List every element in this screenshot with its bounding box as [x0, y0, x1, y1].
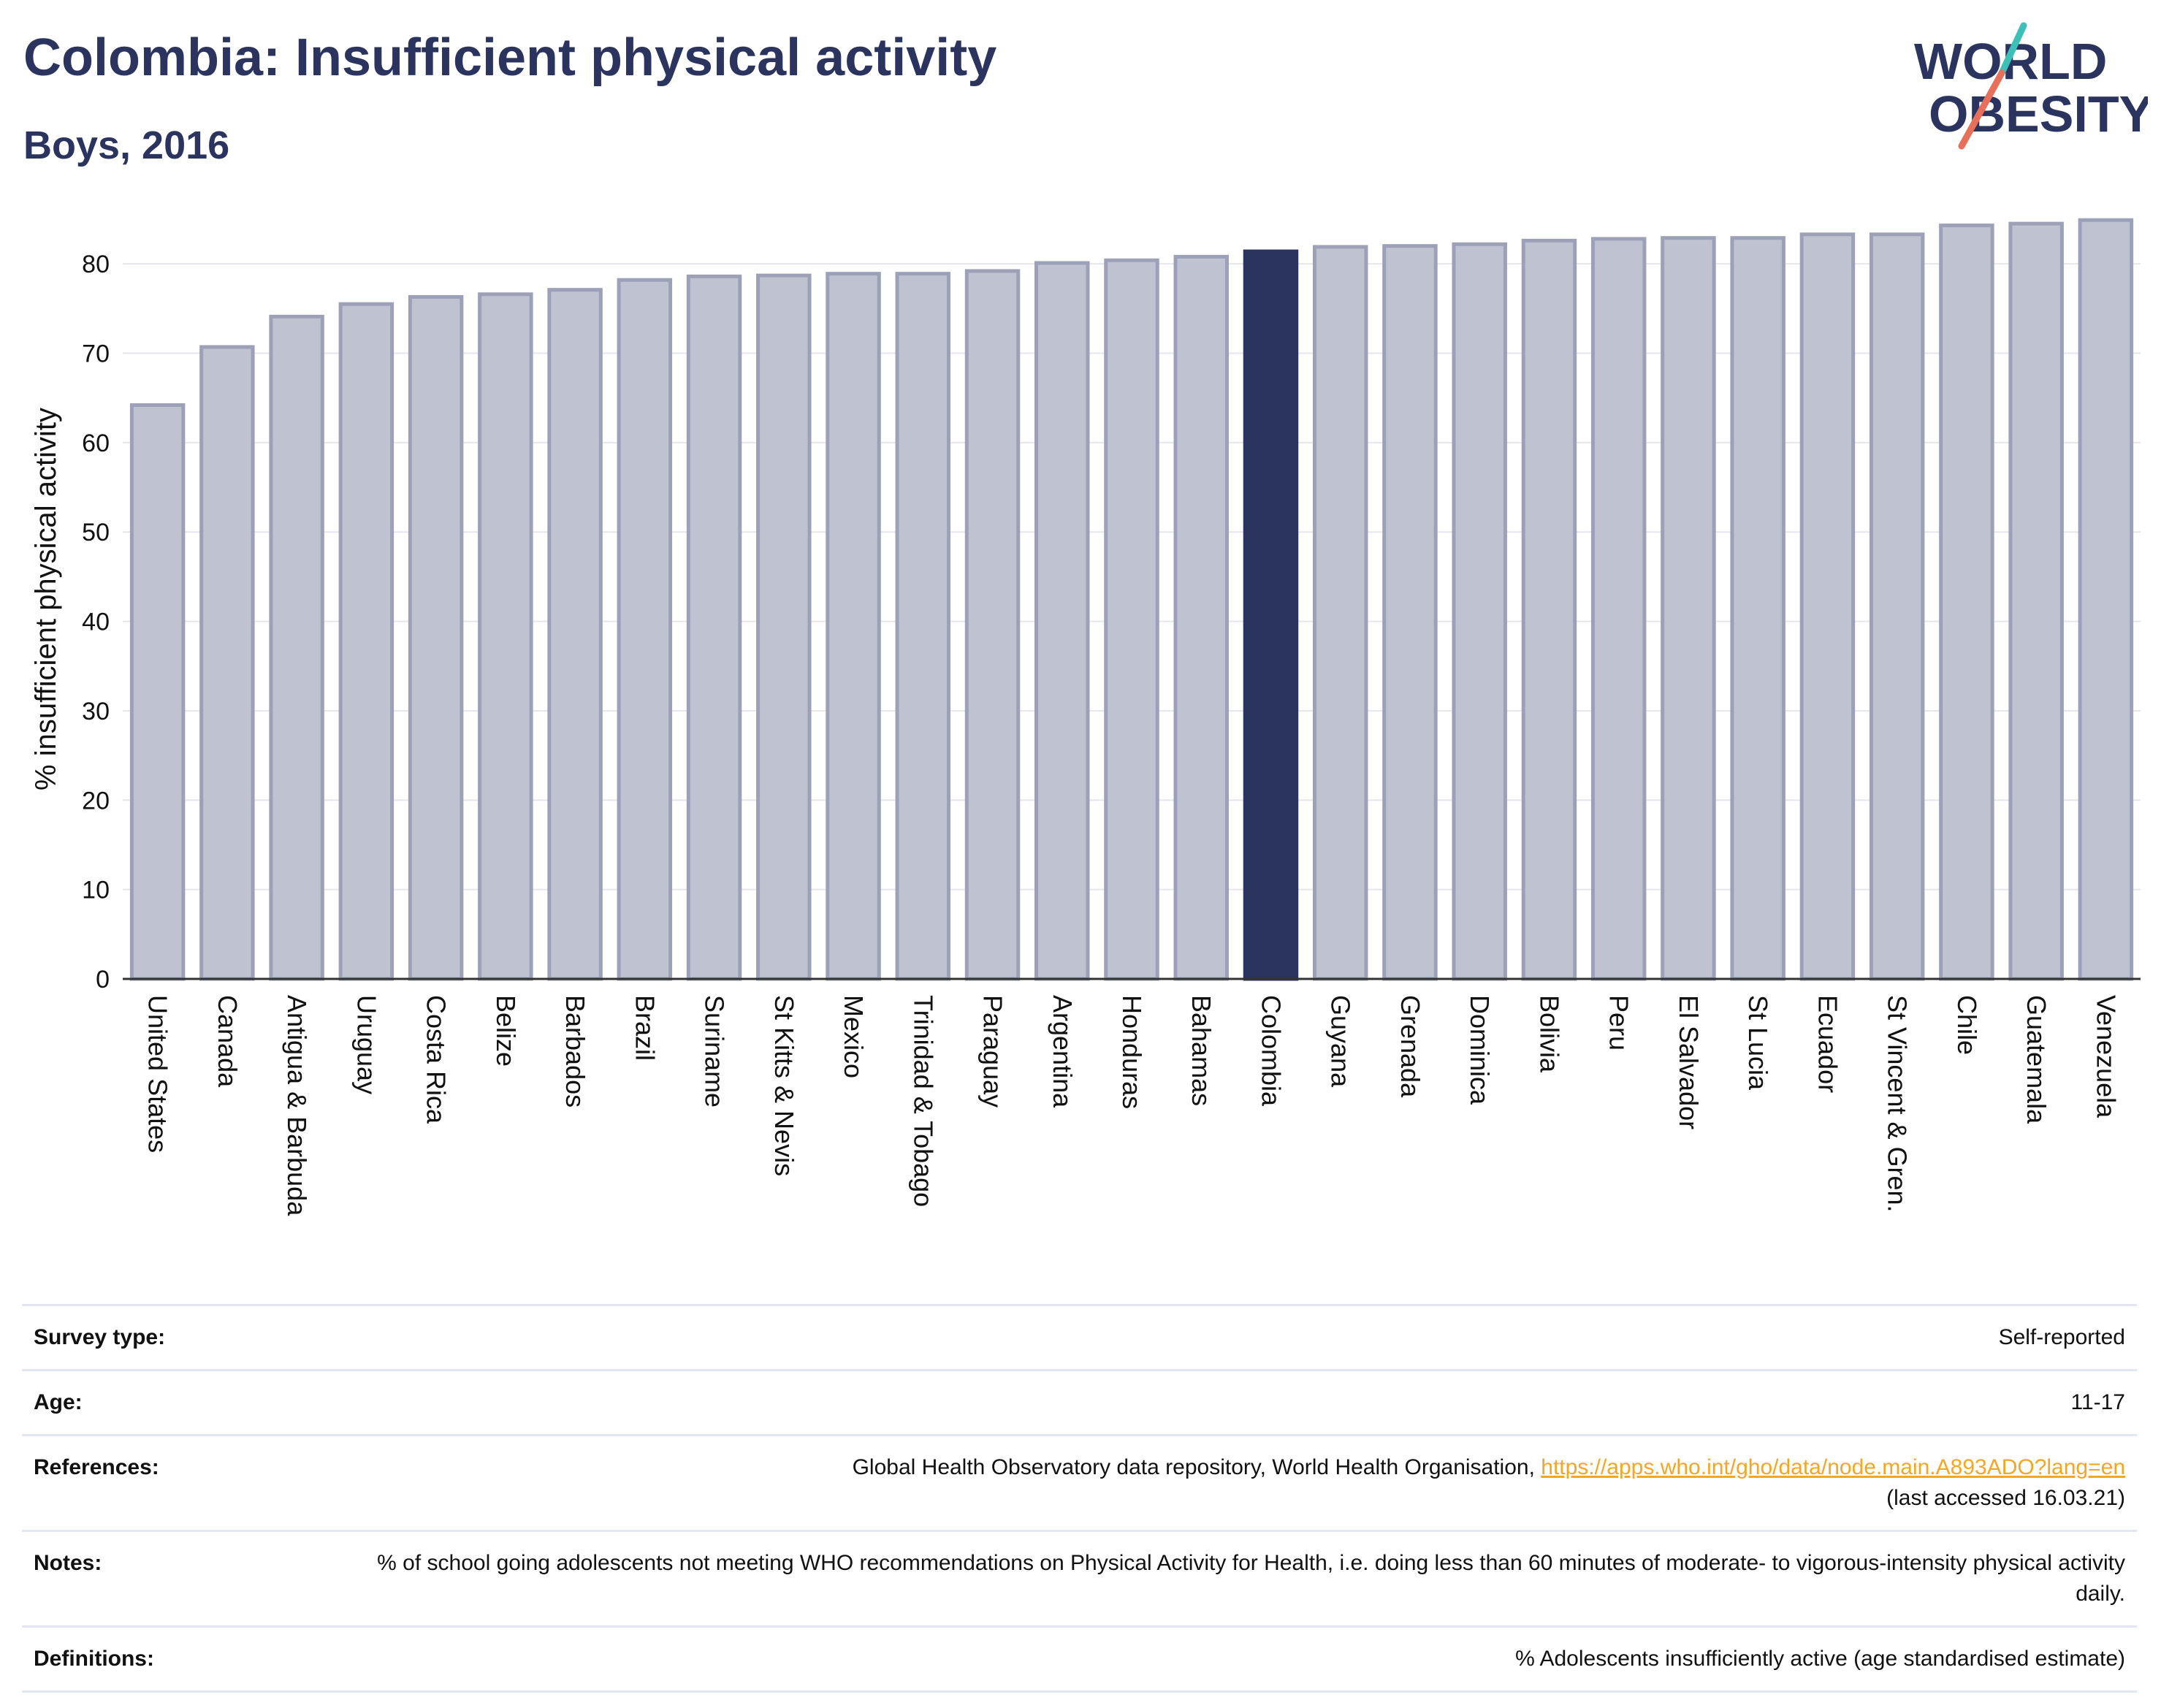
x-tick-label: Bahamas: [1186, 995, 1216, 1106]
bar: [686, 274, 742, 981]
bar: [129, 403, 186, 981]
x-tick-label: Uruguay: [351, 995, 381, 1094]
x-tick-label: Brazil: [630, 995, 660, 1061]
info-value: 11-17: [2070, 1390, 2125, 1414]
x-tick-label: St Kitts & Nevis: [769, 995, 799, 1176]
bar: [1312, 245, 1368, 981]
chart-svg: 0 10 20 30 40 50 60 70 80 % insufficient physical…: [30, 218, 2141, 1216]
reference-text: Global Health Observatory data repositor…: [852, 1455, 1541, 1479]
info-label: Survey type:: [34, 1325, 166, 1349]
bar: [1173, 254, 1229, 981]
bar: [826, 272, 881, 981]
x-tick-label: Belize: [491, 995, 521, 1067]
bar: [1869, 232, 1925, 981]
bar: [895, 272, 951, 981]
bar: [269, 314, 324, 981]
bar: [1452, 242, 1507, 981]
x-tick-label: St Lucia: [1743, 995, 1773, 1091]
info-row-age: Age: 11-17: [22, 1370, 2137, 1436]
bar: [478, 292, 533, 981]
bar: [1939, 224, 1994, 981]
bar-highlight: [1243, 249, 1299, 981]
bar: [1661, 236, 1716, 981]
y-axis-label: % insufficient physical activity: [30, 408, 62, 790]
bar: [2008, 221, 2064, 981]
bar: [964, 269, 1021, 981]
info-value: Global Health Observatory data repositor…: [338, 1436, 2137, 1531]
info-label: Age:: [34, 1390, 83, 1414]
y-tick-label: 50: [82, 519, 110, 546]
info-row-definitions: Definitions: % Adolescents insufficientl…: [22, 1626, 2137, 1692]
logo-line2: OBESITY: [1929, 85, 2148, 142]
page-subtitle: Boys, 2016: [23, 123, 230, 167]
y-tick-label: 0: [96, 966, 110, 994]
logo-slash-red: [1958, 69, 2005, 150]
info-label: Definitions:: [34, 1647, 154, 1671]
info-row-notes: Notes: % of school going adolescents not…: [22, 1530, 2137, 1627]
bar: [2078, 218, 2134, 981]
x-tick-label: Bolivia: [1534, 995, 1564, 1073]
bar-chart: 0 10 20 30 40 50 60 70 80 % insufficient physical…: [0, 190, 2161, 1286]
x-tick-label: Argentina: [1048, 995, 1078, 1108]
bar: [1799, 232, 1856, 981]
info-label: References:: [34, 1455, 159, 1479]
info-table: Survey type: Self-reported Age: 11-17 Re…: [22, 1304, 2137, 1693]
page-title: Colombia: Insufficient physical activity: [23, 28, 997, 87]
info-row-survey: Survey type: Self-reported: [22, 1305, 2137, 1370]
x-tick-label: Chile: [1952, 995, 1982, 1055]
reference-link[interactable]: https://apps.who.int/gho/data/node.main.…: [1541, 1455, 2125, 1479]
logo-slash-teal: [1998, 22, 2027, 77]
bar: [1521, 238, 1577, 981]
x-tick-label: Peru: [1604, 995, 1634, 1051]
x-tick-label: Ecuador: [1813, 995, 1842, 1093]
info-value: Self-reported: [1998, 1325, 2125, 1349]
x-tick-label: Antigua & Barbuda: [282, 995, 312, 1216]
y-tick-label: 70: [82, 340, 110, 368]
info-value: % Adolescents insufficiently active (age…: [1515, 1647, 2125, 1671]
bar: [338, 302, 395, 981]
x-tick-label: Dominica: [1465, 995, 1495, 1105]
info-row-references: References: Global Health Observatory da…: [22, 1435, 2137, 1531]
x-tick-label: Barbados: [560, 995, 590, 1107]
y-tick-label: 60: [82, 430, 110, 457]
world-obesity-logo: WORLD OBESITY: [1914, 22, 2148, 150]
x-tick-label: Costa Rica: [422, 995, 451, 1124]
x-tick-label: Colombia: [1256, 995, 1286, 1107]
bar: [756, 273, 812, 981]
x-tick-label: Paraguay: [978, 995, 1008, 1107]
x-tick-label: El Salvador: [1674, 995, 1704, 1129]
bar: [199, 345, 255, 981]
bar: [1382, 244, 1438, 981]
x-tick-label: Guatemala: [2021, 995, 2051, 1124]
x-tick-label: Honduras: [1117, 995, 1147, 1109]
y-tick-label: 20: [82, 787, 110, 815]
x-tick-label: Suriname: [700, 995, 730, 1107]
bar: [547, 288, 603, 981]
y-tick-label: 40: [82, 609, 110, 636]
x-tick-label: Venezuela: [2091, 995, 2121, 1118]
bar: [1034, 261, 1090, 981]
y-tick-label: 10: [82, 877, 110, 904]
bar: [408, 294, 464, 981]
x-tick-label: Guyana: [1326, 995, 1356, 1088]
bar: [1104, 258, 1159, 981]
x-tick-label: St Vincent & Gren.: [1883, 995, 1913, 1213]
x-tick-label: Trinidad & Tobago: [908, 995, 938, 1207]
x-tick-label: Grenada: [1395, 995, 1425, 1098]
x-tick-label: Canada: [213, 995, 243, 1088]
info-value: % of school going adolescents not meetin…: [377, 1551, 2125, 1606]
y-tick-label: 80: [82, 251, 110, 278]
bar: [617, 278, 673, 981]
reference-accessed: (last accessed 16.03.21): [1886, 1486, 2125, 1510]
x-tick-label: United States: [143, 995, 173, 1153]
bar: [1590, 237, 1647, 981]
x-tick-label: Mexico: [839, 995, 869, 1078]
info-label: Notes:: [34, 1551, 102, 1575]
y-tick-label: 30: [82, 698, 110, 725]
bar: [1730, 236, 1785, 981]
